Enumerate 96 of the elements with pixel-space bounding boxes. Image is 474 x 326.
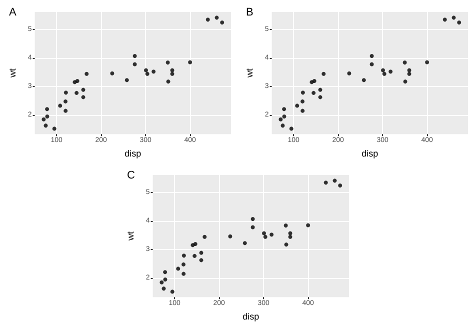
point [295, 104, 300, 108]
point [81, 88, 86, 92]
point [145, 72, 150, 76]
point [42, 117, 46, 122]
point [166, 60, 170, 65]
point [163, 277, 168, 282]
point [124, 78, 129, 82]
point [282, 114, 286, 118]
point [332, 178, 337, 183]
point [457, 20, 462, 25]
point [300, 90, 305, 95]
point [64, 99, 68, 104]
point [370, 54, 374, 58]
point [250, 225, 255, 230]
point [188, 60, 192, 64]
point [388, 70, 393, 74]
point [44, 124, 48, 128]
point [242, 241, 247, 246]
x-axis-title: disp [124, 148, 142, 158]
point [152, 70, 156, 74]
point [312, 90, 316, 95]
point [322, 72, 326, 76]
point [190, 243, 195, 248]
point [381, 68, 385, 72]
point [403, 80, 408, 84]
point [382, 72, 386, 76]
x-axis-title: disp [362, 148, 378, 158]
point [338, 184, 342, 188]
y-axis-title: wt [244, 68, 254, 79]
point [282, 107, 286, 112]
point [407, 68, 412, 72]
point [300, 99, 304, 104]
point [452, 16, 456, 20]
point [425, 60, 430, 64]
point [318, 88, 322, 92]
chart-title: A [9, 6, 17, 18]
point [74, 90, 79, 95]
point [182, 262, 186, 266]
point [192, 254, 197, 258]
point [214, 16, 219, 20]
point [58, 104, 62, 108]
point [206, 18, 210, 22]
x-axis-title: disp [242, 312, 260, 322]
point [166, 80, 170, 84]
point [45, 107, 50, 112]
point [199, 258, 204, 262]
point [289, 126, 294, 131]
point [310, 80, 314, 84]
point [199, 250, 204, 255]
point [278, 117, 283, 122]
point [72, 80, 77, 84]
point [442, 18, 447, 22]
point [160, 280, 164, 284]
point [262, 231, 266, 236]
point [170, 68, 174, 72]
point [170, 290, 174, 294]
point [300, 108, 305, 113]
point [220, 20, 224, 25]
point [52, 126, 56, 131]
chart-title: C [127, 170, 135, 182]
point [202, 234, 207, 239]
point [64, 90, 68, 95]
chart-title: B [246, 6, 254, 18]
point [318, 95, 322, 100]
point [110, 71, 114, 76]
point [270, 232, 274, 237]
point [132, 62, 137, 66]
point [81, 95, 86, 100]
point [284, 224, 288, 228]
point [132, 54, 137, 58]
point [228, 234, 232, 238]
point [347, 71, 352, 76]
point [170, 72, 174, 76]
point [280, 124, 285, 128]
y-axis-title: wt [8, 68, 18, 79]
point [288, 234, 292, 239]
point [402, 60, 407, 65]
point [250, 217, 255, 222]
point [144, 68, 148, 72]
point [362, 78, 366, 82]
point [162, 286, 166, 291]
point [182, 272, 186, 276]
point [324, 180, 328, 185]
point [288, 231, 292, 236]
point [45, 114, 50, 118]
point [64, 108, 68, 113]
point [182, 254, 186, 258]
point [263, 234, 268, 239]
point [176, 266, 180, 271]
point [370, 62, 374, 66]
point [84, 72, 89, 76]
point [284, 242, 288, 247]
point [163, 270, 168, 274]
point [306, 223, 310, 228]
point [407, 72, 412, 76]
y-axis-title: wt [126, 231, 136, 242]
